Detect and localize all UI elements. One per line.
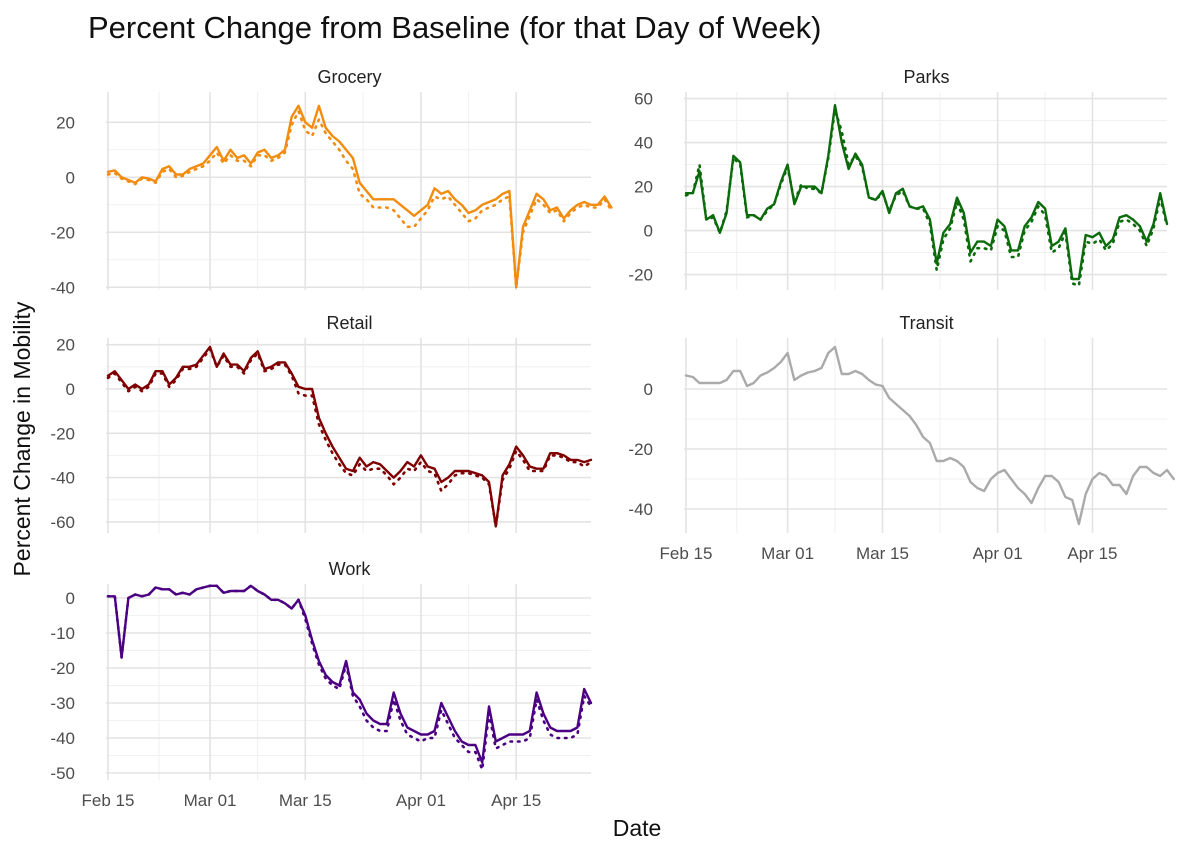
x-tick-label-work: Mar 15 [279,791,332,810]
facet-retail: Retail 20 0 -20 -40 -60 [50,313,593,533]
facet-transit: Transit 0 -20 -40 Feb 15 Mar 01 Mar 15 Apr 01 Ap… [628,313,1175,563]
facet-title-parks: Parks [903,67,949,87]
series-line-dotted-retail [106,347,593,528]
chart-title: Percent Change from Baseline (for that D… [88,10,821,45]
y-tick-label-transit: -20 [628,440,653,459]
series-line-dotted-grocery [106,110,613,289]
facet-grocery: Grocery 20 0 -20 -40 [50,67,613,297]
y-tick-label-work: 0 [66,589,75,608]
y-tick-label-transit: 0 [644,380,653,399]
y-tick-label-retail: -40 [50,469,75,488]
series-line-solid-parks [684,104,1169,281]
y-tick-label-parks: 0 [644,222,653,241]
facet-parks: Parks 60 40 20 0 -20 [628,67,1169,290]
y-tick-label-grocery: 20 [56,113,75,132]
y-tick-label-parks: -20 [628,266,653,285]
x-tick-label-transit: Apr 01 [973,544,1023,563]
y-tick-label-grocery: -40 [50,278,75,297]
y-tick-label-work: -40 [50,729,75,748]
y-tick-label-parks: 40 [634,134,653,153]
y-tick-label-parks: 20 [634,178,653,197]
y-tick-label-parks: 60 [634,90,653,109]
x-tick-label-transit: Feb 15 [660,544,713,563]
y-tick-label-grocery: -20 [50,223,75,242]
y-axis-title: Percent Change in Mobility [9,301,35,576]
x-tick-label-transit: Apr 15 [1067,544,1117,563]
y-tick-label-retail: 20 [56,336,75,355]
facet-title-transit: Transit [899,313,953,333]
x-tick-label-work: Feb 15 [82,791,135,810]
x-tick-label-work: Apr 01 [396,791,446,810]
y-tick-label-work: -20 [50,659,75,678]
facet-panels: Grocery 20 0 -20 -40 Parks 60 40 20 0 -20 Retail 20 0… [50,67,1175,810]
y-tick-label-work: -10 [50,624,75,643]
x-tick-label-transit: Mar 01 [761,544,814,563]
y-tick-label-retail: -60 [50,513,75,532]
y-tick-label-retail: -20 [50,424,75,443]
y-tick-label-work: -30 [50,694,75,713]
facet-title-retail: Retail [326,313,372,333]
series-line-solid-transit [684,345,1175,526]
facet-title-work: Work [329,559,372,579]
y-tick-label-work: -50 [50,764,75,783]
x-tick-label-transit: Mar 15 [856,544,909,563]
x-tick-label-work: Apr 15 [491,791,541,810]
series-line-solid-work [106,584,593,764]
x-tick-label-work: Mar 01 [184,791,237,810]
y-tick-label-grocery: 0 [66,168,75,187]
facet-title-grocery: Grocery [317,67,381,87]
facet-work: Work 0 -10 -20 -30 -40 -50 Feb 15 Mar 01 Mar 15 Ap… [50,559,593,810]
series-line-solid-retail [106,345,593,528]
series-line-solid-grocery [106,104,613,289]
x-axis-title: Date [613,815,662,841]
series-line-dotted-parks [684,108,1169,287]
y-tick-label-transit: -40 [628,500,653,519]
y-tick-label-retail: 0 [66,380,75,399]
